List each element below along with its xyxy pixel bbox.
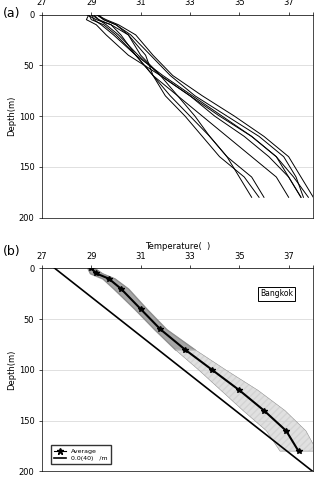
Y-axis label: Depth(m): Depth(m)	[7, 96, 16, 136]
Text: Bangkok: Bangkok	[260, 289, 293, 298]
Y-axis label: Depth(m): Depth(m)	[7, 350, 16, 390]
Legend: Average, 0.0(40)   /m: Average, 0.0(40) /m	[50, 445, 111, 464]
Text: (a): (a)	[3, 7, 21, 20]
X-axis label: Temperature(  ): Temperature( )	[145, 242, 210, 251]
Text: (b): (b)	[3, 245, 21, 259]
